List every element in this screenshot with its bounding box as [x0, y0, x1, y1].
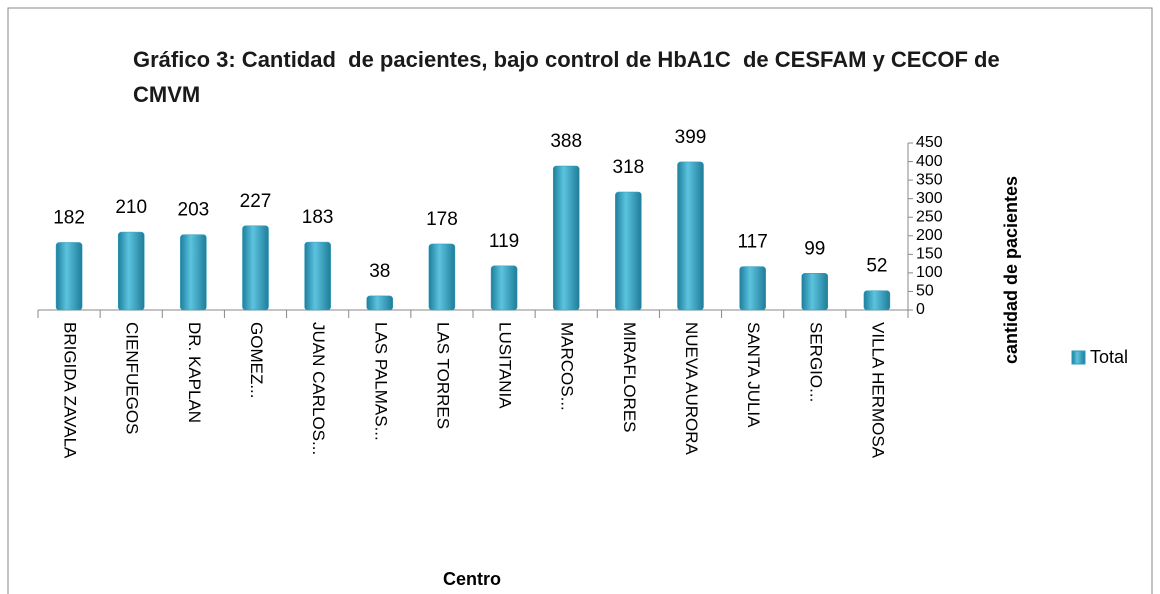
x-tick-label: CIENFUEGOS	[123, 322, 142, 434]
data-label: 119	[489, 231, 519, 252]
x-axis-title: Centro	[443, 569, 501, 589]
data-label: 182	[53, 207, 85, 228]
x-tick-label: MIRAFLORES	[620, 322, 639, 433]
x-tick-label: LAS PALMAS...	[371, 322, 390, 441]
y-tick-label: 450	[916, 134, 943, 151]
x-tick-label: LAS TORRES	[433, 322, 452, 429]
bar	[180, 234, 207, 311]
bar	[490, 265, 518, 311]
y-tick-label: 150	[916, 246, 943, 263]
bar	[615, 191, 642, 311]
bar	[242, 225, 269, 311]
data-label: 38	[369, 261, 390, 282]
x-tick-label: LUSITANIA	[496, 322, 515, 409]
data-label: 52	[866, 256, 887, 277]
y-tick-label: 0	[916, 301, 925, 318]
y-tick-label: 350	[916, 171, 943, 188]
x-tick-label: SERGIO...	[806, 322, 825, 402]
chart-title: Gráfico 3: Cantidad de pacientes, bajo c…	[133, 47, 1006, 107]
data-label: 399	[675, 127, 707, 148]
bar	[801, 273, 829, 311]
bar	[55, 242, 83, 311]
data-label: 99	[804, 238, 825, 259]
legend-label: Total	[1090, 347, 1128, 367]
bar	[677, 161, 704, 311]
y-tick-label: 200	[916, 227, 943, 244]
bar	[304, 241, 331, 311]
data-label: 178	[426, 209, 458, 230]
y-tick-label: 250	[916, 208, 943, 225]
y-tick-label: 50	[916, 283, 934, 300]
bar	[428, 243, 456, 311]
chart-border	[7, 7, 1153, 594]
bar	[739, 266, 766, 311]
x-tick-label: BRIGIDA ZAVALA	[61, 322, 80, 459]
data-label: 227	[240, 191, 272, 212]
data-label: 210	[115, 197, 147, 218]
x-tick-label: SANTA JULIA	[744, 322, 763, 428]
x-tick-label: VILLA HERMOSA	[868, 322, 887, 459]
x-tick-label: JUAN CARLOS...	[309, 322, 328, 455]
data-label: 388	[550, 131, 582, 152]
x-tick-label: GOMEZ...	[247, 322, 266, 399]
bar	[552, 165, 580, 311]
y-tick-label: 400	[916, 153, 943, 170]
y-tick-label: 300	[916, 190, 943, 207]
data-label: 203	[178, 200, 210, 221]
x-tick-label: MARCOS...	[558, 322, 577, 411]
x-tick-label: NUEVA AURORA	[682, 322, 701, 456]
y-tick-label: 100	[916, 264, 943, 281]
bar	[117, 231, 145, 311]
x-tick-label: DR. KAPLAN	[185, 322, 204, 423]
bar	[366, 295, 394, 311]
data-label: 318	[613, 157, 645, 178]
data-label: 183	[302, 207, 334, 228]
y-axis-title: cantidad de pacientes	[1001, 176, 1021, 364]
data-label: 117	[737, 232, 767, 253]
bar	[863, 290, 891, 311]
legend-swatch	[1071, 350, 1086, 365]
